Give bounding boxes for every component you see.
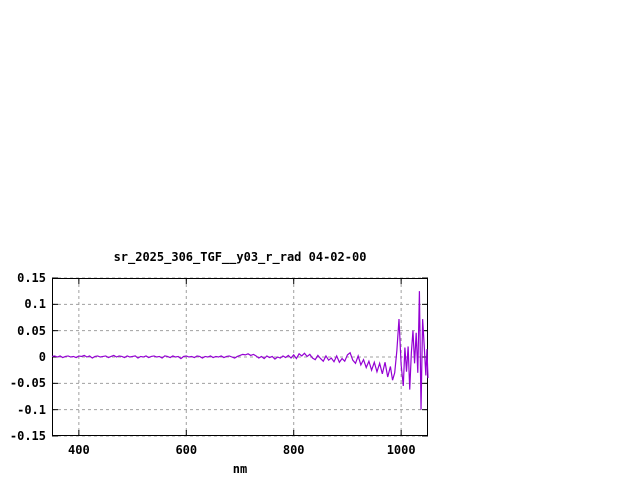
y-tick-label: 0.1 <box>24 297 46 312</box>
x-axis-label: nm <box>232 462 248 476</box>
plot-area <box>51 277 429 437</box>
y-tick-label: -0.05 <box>9 376 46 391</box>
y-tick-label: 0.05 <box>17 323 46 338</box>
x-tick-label: 800 <box>282 443 305 457</box>
x-tick-label: 1000 <box>386 443 416 457</box>
x-tick-label: 400 <box>68 443 90 457</box>
y-tick-label: 0.15 <box>17 271 46 285</box>
data-line <box>51 291 429 410</box>
y-tick-label: -0.15 <box>9 429 46 443</box>
y-tick-label: -0.1 <box>17 402 46 417</box>
x-tick-label: 600 <box>175 443 198 457</box>
y-tick-label: 0 <box>38 350 46 364</box>
chart-title: sr_2025_306_TGF__y03_r_rad 04-02-00 <box>113 250 367 264</box>
